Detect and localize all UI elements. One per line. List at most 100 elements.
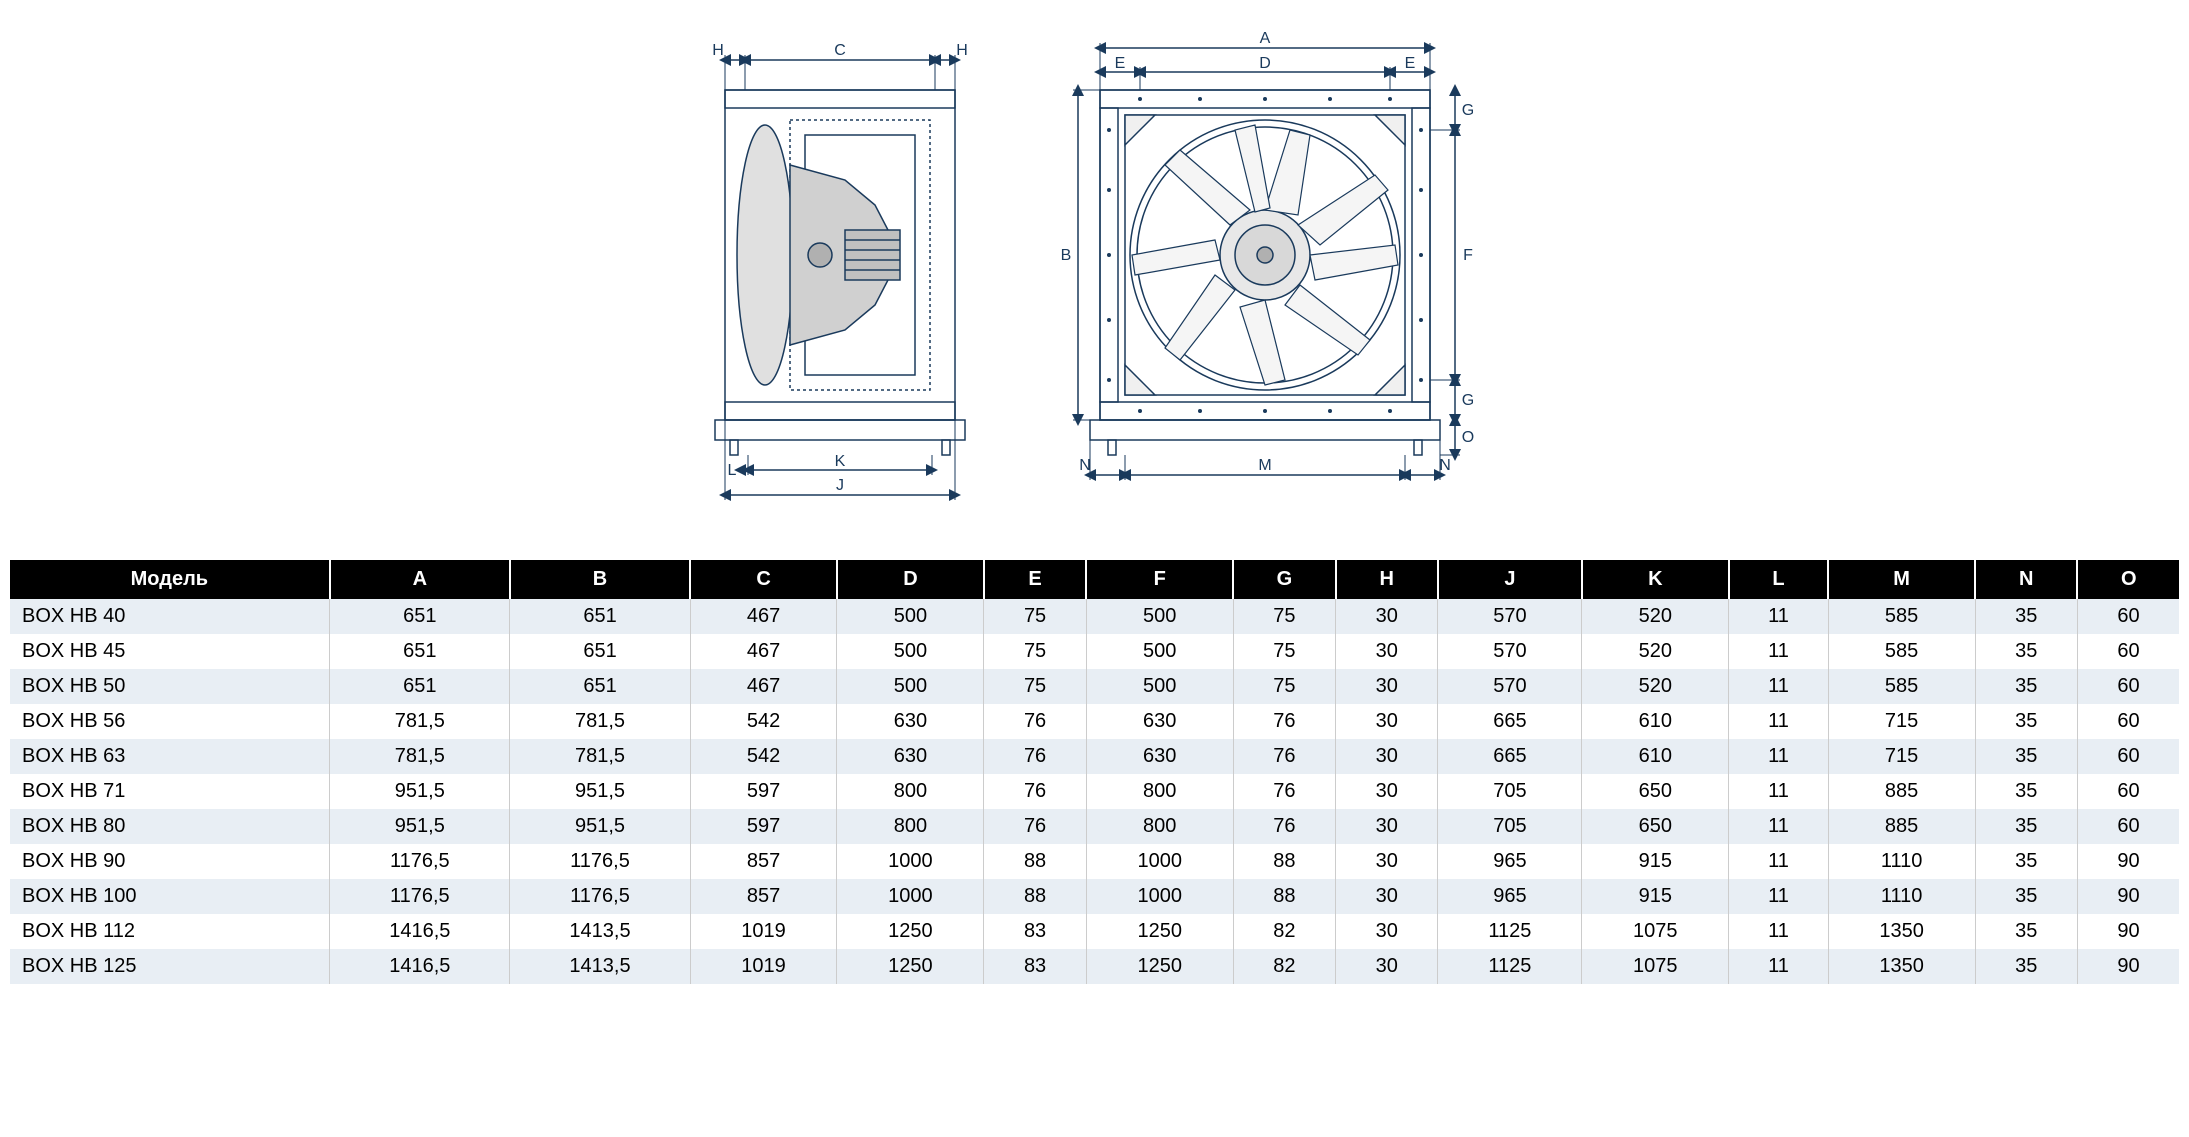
value-cell: 1019 [690,949,837,984]
value-cell: 30 [1336,704,1438,739]
table-row: BOX HB 406516514675007550075305705201158… [10,599,2179,634]
value-cell: 35 [1975,879,2077,914]
value-cell: 1000 [1086,879,1233,914]
value-cell: 1416,5 [330,949,510,984]
value-cell: 75 [1233,599,1335,634]
value-cell: 60 [2077,599,2179,634]
dim-label-a: A [1259,30,1270,47]
dim-label-e1: E [1114,55,1125,72]
table-row: BOX HB 506516514675007550075305705201158… [10,669,2179,704]
value-cell: 35 [1975,844,2077,879]
column-header: J [1438,560,1582,599]
value-cell: 1000 [837,844,984,879]
value-cell: 585 [1828,634,1975,669]
value-cell: 651 [510,634,690,669]
table-header-row: МодельABCDEFGHJKLMNO [10,560,2179,599]
value-cell: 35 [1975,669,2077,704]
value-cell: 82 [1233,914,1335,949]
dim-label-e2: E [1404,55,1415,72]
value-cell: 1176,5 [330,844,510,879]
value-cell: 30 [1336,809,1438,844]
model-cell: BOX HB 45 [10,634,330,669]
value-cell: 1416,5 [330,914,510,949]
dim-label-n2: N [1439,457,1451,474]
model-cell: BOX HB 40 [10,599,330,634]
value-cell: 630 [1086,704,1233,739]
dim-label-g1: G [1461,102,1473,119]
value-cell: 75 [984,599,1086,634]
value-cell: 1176,5 [510,879,690,914]
value-cell: 1250 [1086,949,1233,984]
value-cell: 781,5 [330,704,510,739]
value-cell: 885 [1828,774,1975,809]
value-cell: 76 [1233,704,1335,739]
value-cell: 88 [984,844,1086,879]
value-cell: 885 [1828,809,1975,844]
dim-label-b: B [1060,247,1071,264]
value-cell: 1000 [837,879,984,914]
value-cell: 800 [1086,774,1233,809]
value-cell: 965 [1438,879,1582,914]
value-cell: 1250 [837,914,984,949]
table-row: BOX HB 456516514675007550075305705201158… [10,634,2179,669]
value-cell: 705 [1438,809,1582,844]
value-cell: 1176,5 [510,844,690,879]
value-cell: 570 [1438,634,1582,669]
value-cell: 1413,5 [510,914,690,949]
value-cell: 60 [2077,669,2179,704]
value-cell: 1250 [1086,914,1233,949]
value-cell: 76 [984,704,1086,739]
value-cell: 520 [1582,634,1729,669]
value-cell: 11 [1729,739,1828,774]
value-cell: 705 [1438,774,1582,809]
value-cell: 11 [1729,879,1828,914]
value-cell: 520 [1582,669,1729,704]
model-cell: BOX HB 63 [10,739,330,774]
table-body: BOX HB 406516514675007550075305705201158… [10,599,2179,984]
value-cell: 1176,5 [330,879,510,914]
dim-label-j: J [836,477,844,494]
value-cell: 11 [1729,704,1828,739]
value-cell: 30 [1336,949,1438,984]
model-cell: BOX HB 125 [10,949,330,984]
side-view-diagram: C H H [670,30,1010,510]
column-header: E [984,560,1086,599]
column-header: N [1975,560,2077,599]
model-cell: BOX HB 80 [10,809,330,844]
value-cell: 570 [1438,599,1582,634]
value-cell: 500 [1086,599,1233,634]
value-cell: 715 [1828,739,1975,774]
value-cell: 610 [1582,704,1729,739]
value-cell: 1075 [1582,914,1729,949]
value-cell: 665 [1438,739,1582,774]
value-cell: 597 [690,809,837,844]
column-header: C [690,560,837,599]
value-cell: 35 [1975,739,2077,774]
dim-label-d: D [1259,55,1271,72]
dim-label-n1: N [1079,457,1091,474]
dim-label-h: H [712,42,724,59]
value-cell: 781,5 [510,704,690,739]
value-cell: 1110 [1828,844,1975,879]
value-cell: 30 [1336,914,1438,949]
value-cell: 30 [1336,879,1438,914]
value-cell: 75 [984,634,1086,669]
value-cell: 1250 [837,949,984,984]
table-row: BOX HB 1251416,51413,5101912508312508230… [10,949,2179,984]
value-cell: 1125 [1438,949,1582,984]
value-cell: 30 [1336,634,1438,669]
value-cell: 60 [2077,809,2179,844]
value-cell: 82 [1233,949,1335,984]
model-cell: BOX HB 112 [10,914,330,949]
model-cell: BOX HB 100 [10,879,330,914]
value-cell: 630 [1086,739,1233,774]
value-cell: 542 [690,704,837,739]
value-cell: 951,5 [510,774,690,809]
value-cell: 857 [690,844,837,879]
value-cell: 597 [690,774,837,809]
value-cell: 857 [690,879,837,914]
value-cell: 11 [1729,774,1828,809]
value-cell: 800 [1086,809,1233,844]
value-cell: 76 [984,774,1086,809]
value-cell: 542 [690,739,837,774]
